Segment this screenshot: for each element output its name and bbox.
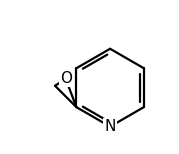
Text: O: O xyxy=(60,71,72,86)
Text: N: N xyxy=(104,119,116,134)
